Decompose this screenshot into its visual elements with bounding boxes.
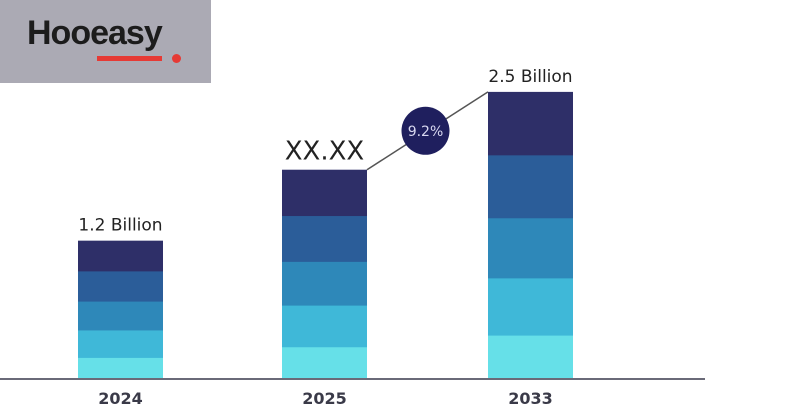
bar-segment <box>282 346 367 379</box>
cagr-label: 9.2% <box>408 124 444 140</box>
bar-segment <box>488 335 573 379</box>
x-tick-label: 2033 <box>508 389 553 408</box>
x-tick-label: 2024 <box>98 389 143 408</box>
bar-segment <box>282 215 367 262</box>
logo-dot <box>172 54 181 63</box>
bar-segment <box>488 154 573 219</box>
bar-segment <box>488 217 573 279</box>
bar-segment <box>78 301 163 331</box>
value-label: 1.2 Billion <box>78 216 162 236</box>
logo-text: Hooeasy <box>27 14 163 52</box>
logo-underline <box>97 56 162 61</box>
bar-segment <box>488 91 573 156</box>
bar-segment <box>282 261 367 306</box>
value-label: 2.5 Billion <box>488 67 572 87</box>
bar-segment <box>282 169 367 217</box>
bar-segment <box>78 329 163 358</box>
bar-segment <box>78 357 163 379</box>
bar-segment <box>78 270 163 302</box>
x-tick-label: 2025 <box>302 389 347 408</box>
value-label: XX.XX <box>285 137 365 167</box>
bar-segment <box>78 240 163 272</box>
logo: Hooeasy <box>0 0 211 83</box>
bar-segment <box>282 305 367 348</box>
cagr-badge <box>401 106 450 155</box>
bar-segment <box>488 277 573 336</box>
